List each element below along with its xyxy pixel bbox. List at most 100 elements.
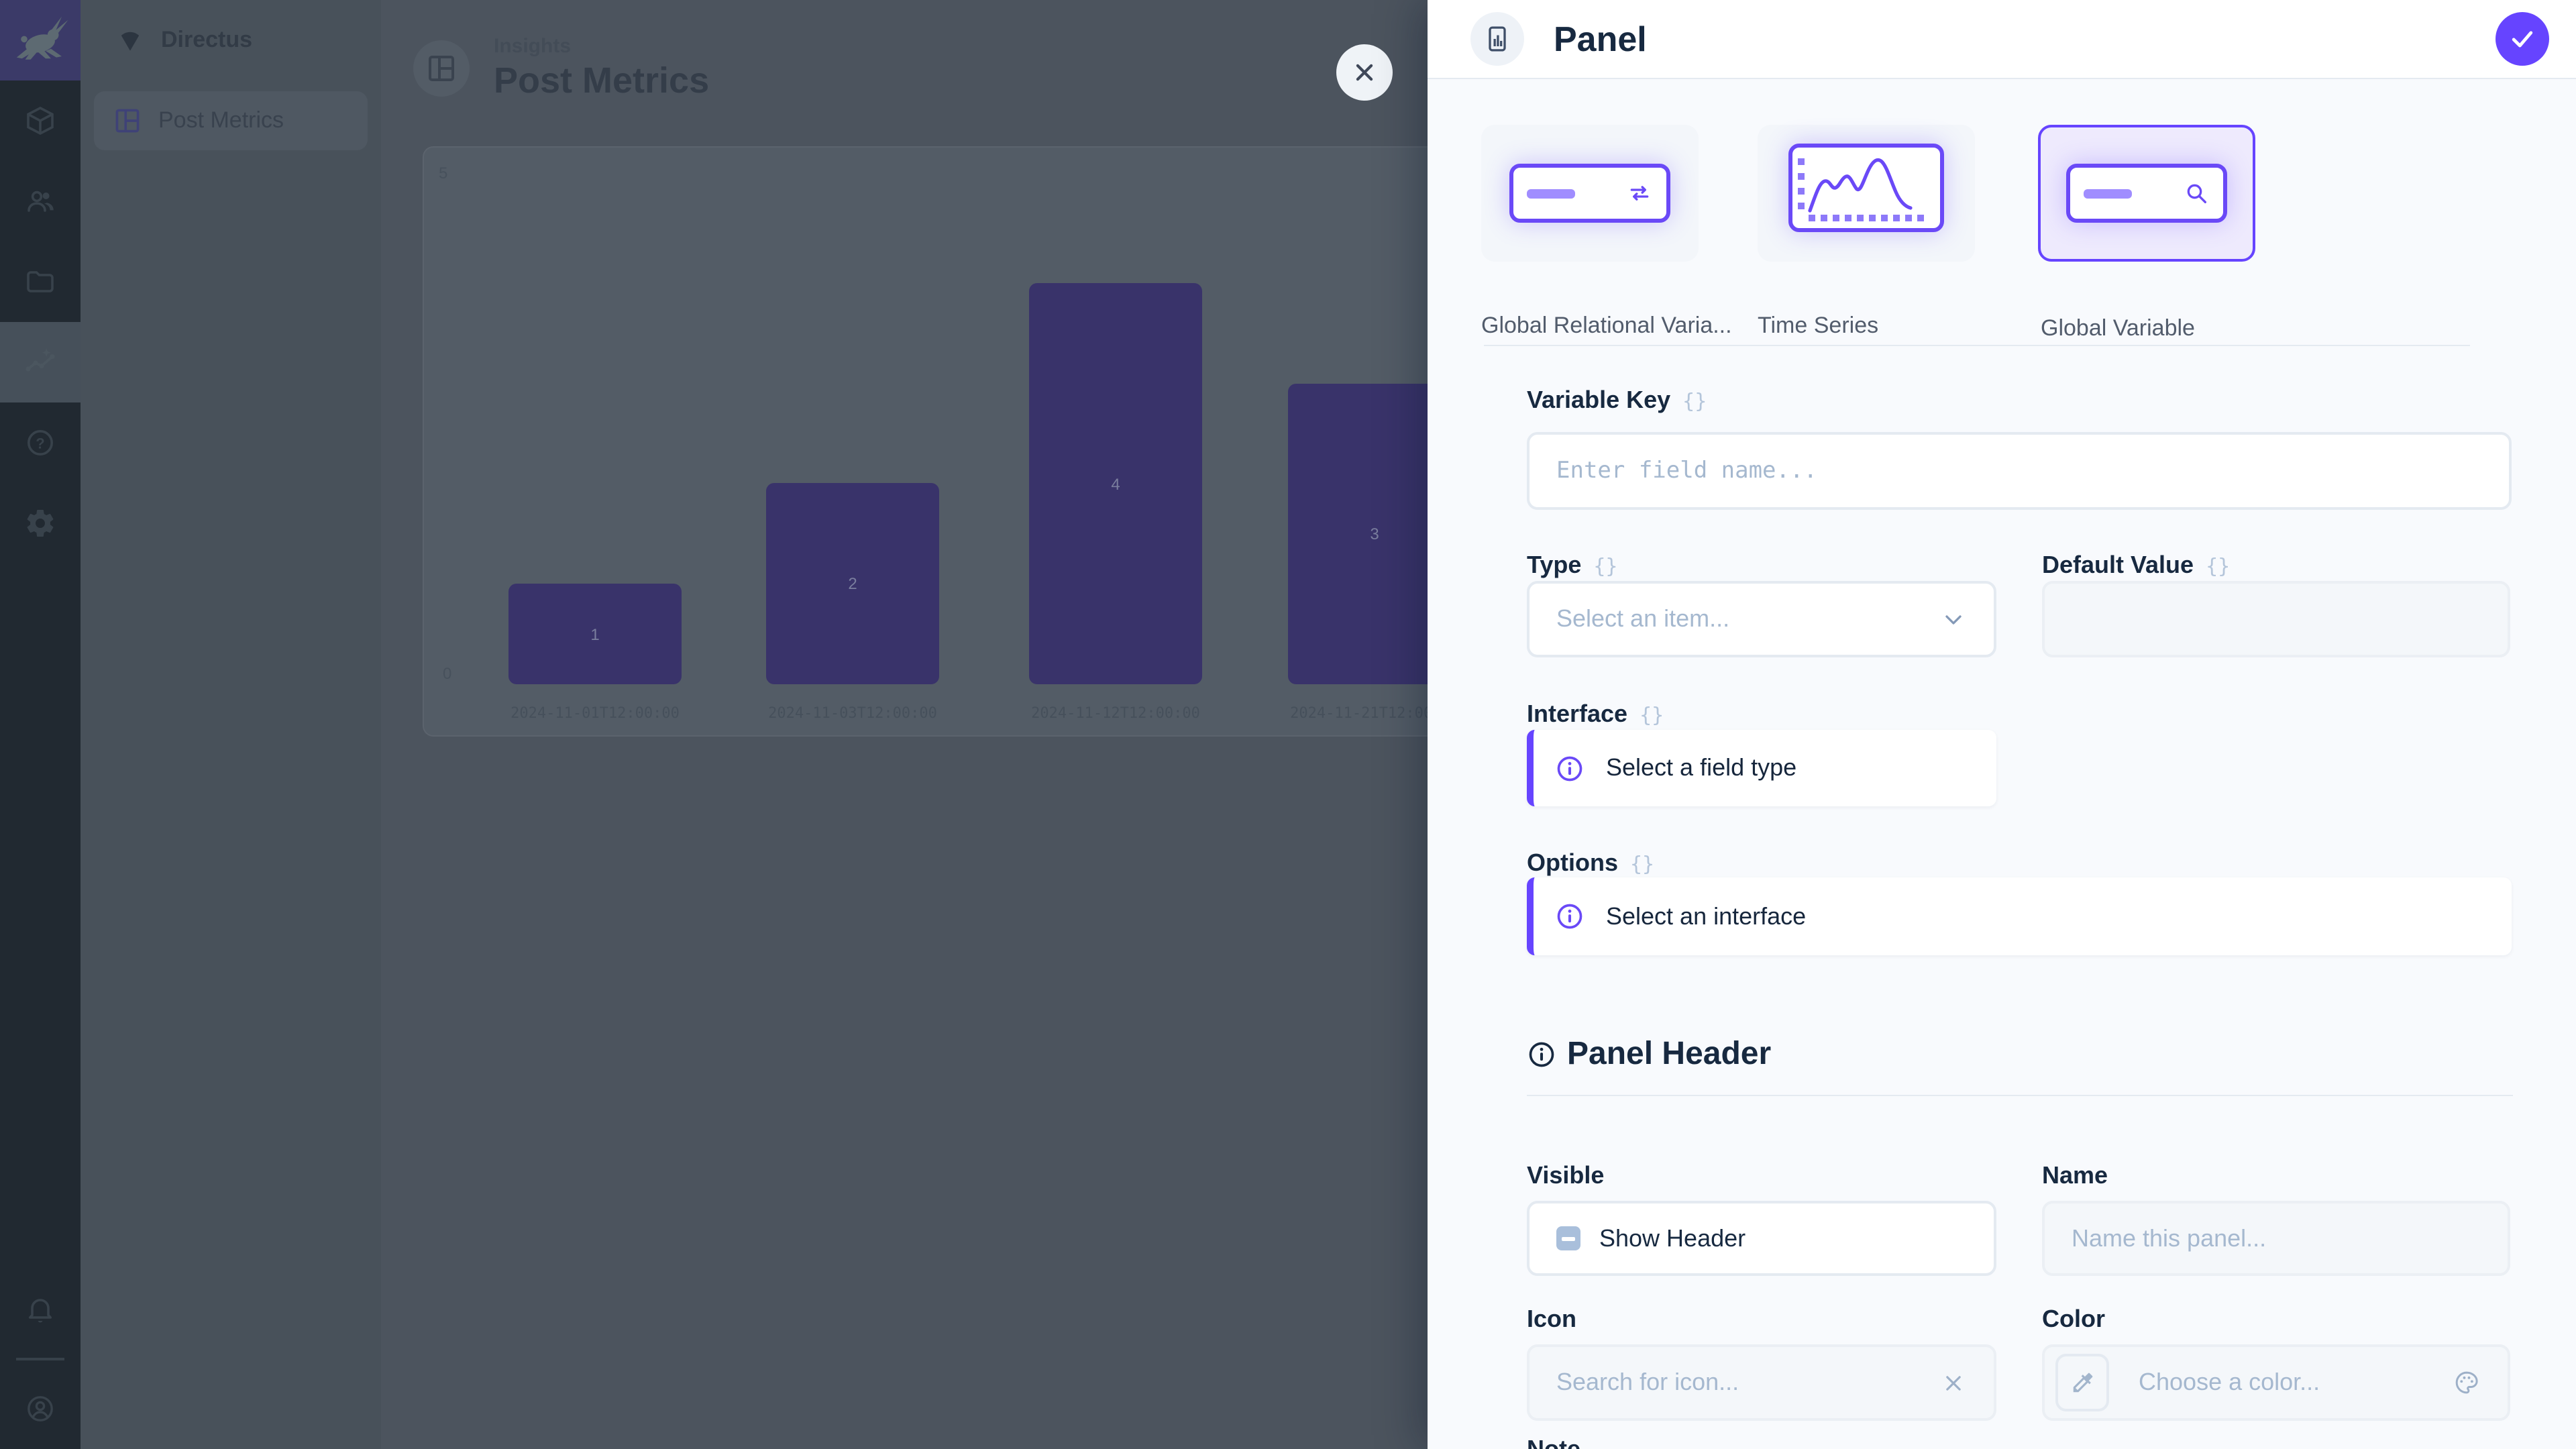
svg-text:?: ? bbox=[36, 435, 44, 451]
type-select[interactable]: Select an item... bbox=[1527, 581, 1996, 657]
drawer-body: Global Relational Varia... bbox=[1428, 80, 2576, 1449]
notifications-button[interactable] bbox=[0, 1269, 80, 1350]
panel-name-placeholder: Name this panel... bbox=[2072, 1224, 2267, 1251]
module-settings[interactable] bbox=[0, 483, 80, 564]
module-bar: ? bbox=[0, 0, 80, 1449]
palette-icon[interactable] bbox=[2453, 1368, 2481, 1397]
directus-rabbit-icon bbox=[16, 16, 68, 60]
drawer-header: Panel bbox=[1428, 0, 2576, 79]
sidebar-item-label: Post Metrics bbox=[158, 107, 284, 133]
close-icon bbox=[1356, 64, 1373, 81]
page-title: Post Metrics bbox=[494, 60, 710, 101]
variable-key-input[interactable]: Enter field name... bbox=[1527, 432, 2512, 510]
clear-icon[interactable] bbox=[1940, 1369, 1967, 1396]
page-titles: Insights Post Metrics bbox=[494, 35, 709, 102]
raw-value-icon[interactable]: {} bbox=[1640, 703, 1664, 727]
close-drawer-button[interactable] bbox=[1336, 44, 1393, 101]
project-chooser[interactable]: Directus bbox=[80, 0, 381, 80]
section-divider bbox=[1484, 345, 2470, 346]
drawer-header-icon-wrap bbox=[1470, 12, 1524, 66]
panel-chart-icon bbox=[1489, 26, 1506, 52]
insights-icon bbox=[25, 348, 55, 372]
value-bar-glyph bbox=[2084, 189, 2132, 198]
avatar-icon bbox=[28, 1396, 53, 1421]
panel-type-time-series[interactable]: Time Series bbox=[1758, 125, 1975, 338]
show-header-checkbox[interactable] bbox=[1556, 1226, 1580, 1250]
panel-card-bar-chart: 5 0 1 2024-11-01T12:00:00 2 2024-11-03T12:0… bbox=[423, 146, 1516, 737]
time-series-illustration bbox=[1788, 144, 1944, 232]
module-files[interactable] bbox=[0, 241, 80, 322]
drawer-title: Panel bbox=[1554, 19, 1647, 59]
info-icon bbox=[1557, 755, 1582, 781]
panel-drawer: Panel Global Relational Varia... bbox=[1428, 0, 2576, 1449]
help-icon: ? bbox=[27, 429, 54, 456]
chevron-down-icon bbox=[1945, 614, 1962, 624]
eyedropper-button[interactable] bbox=[2055, 1354, 2109, 1411]
options-label: Options{} bbox=[1527, 849, 1655, 876]
default-value-label: Default Value{} bbox=[2042, 551, 2231, 578]
panel-type-global-relational-variable[interactable]: Global Relational Varia... bbox=[1481, 125, 1732, 338]
user-menu-button[interactable] bbox=[0, 1368, 80, 1449]
box-icon bbox=[27, 106, 54, 136]
info-icon bbox=[1529, 1042, 1554, 1067]
default-value-input[interactable] bbox=[2042, 581, 2510, 657]
interface-label: Interface{} bbox=[1527, 700, 1664, 727]
swap-horizontal-icon bbox=[1630, 186, 1649, 201]
x-axis-tick-label: 2024-11-03T12:00:00 bbox=[768, 704, 937, 722]
icon-search-input[interactable]: Search for icon... bbox=[1527, 1344, 1996, 1421]
people-icon bbox=[28, 191, 54, 212]
module-users[interactable] bbox=[0, 161, 80, 241]
field-search-illustration bbox=[2066, 164, 2227, 223]
sidebar-item-post-metrics[interactable]: Post Metrics bbox=[94, 91, 368, 150]
x-axis-tick-label: 2024-11-12T12:00:00 bbox=[1031, 704, 1200, 722]
folder-icon bbox=[27, 271, 54, 292]
module-bar-bottom bbox=[0, 1269, 80, 1449]
bar-value-label: 2 bbox=[848, 574, 857, 593]
raw-value-icon[interactable]: {} bbox=[1682, 389, 1707, 413]
variable-key-placeholder: Enter field name... bbox=[1556, 458, 1817, 484]
raw-value-icon[interactable]: {} bbox=[2206, 554, 2231, 578]
module-insights[interactable] bbox=[0, 322, 80, 402]
settings-icon bbox=[27, 510, 54, 537]
color-input[interactable]: Choose a color... bbox=[2042, 1344, 2510, 1421]
project-name: Directus bbox=[161, 27, 253, 52]
panel-type-label: Global Variable bbox=[2041, 315, 2195, 341]
y-axis-tick-min: 0 bbox=[443, 664, 452, 683]
search-icon bbox=[2187, 184, 2206, 203]
show-header-checkbox-row[interactable]: Show Header bbox=[1527, 1201, 1996, 1276]
field-swap-illustration bbox=[1509, 164, 1670, 223]
panel-header-section-title: Panel Header bbox=[1527, 1036, 1771, 1073]
chart-bar[interactable]: 4 bbox=[1029, 283, 1202, 684]
type-select-placeholder: Select an item... bbox=[1556, 605, 1730, 632]
page-header: Insights Post Metrics bbox=[413, 35, 709, 102]
notifications-icon bbox=[29, 1299, 52, 1323]
dashboard-header-button[interactable] bbox=[413, 40, 470, 97]
navigation-sidebar: Directus Post Metrics bbox=[80, 0, 381, 1449]
panel-type-global-variable[interactable]: Global Variable bbox=[2038, 125, 2255, 341]
note-label: Note bbox=[1527, 1436, 1580, 1449]
chart-bar[interactable]: 1 bbox=[508, 584, 682, 684]
name-label: Name bbox=[2042, 1162, 2108, 1189]
module-help[interactable]: ? bbox=[0, 402, 80, 483]
save-panel-button[interactable] bbox=[2496, 12, 2549, 66]
panel-name-input[interactable]: Name this panel... bbox=[2042, 1201, 2510, 1276]
options-notice: Select an interface bbox=[1527, 877, 2512, 955]
raw-value-icon[interactable]: {} bbox=[1593, 554, 1618, 578]
value-bar-glyph bbox=[1527, 189, 1575, 198]
options-notice-text: Select an interface bbox=[1606, 902, 1807, 929]
variable-key-label: Variable Key{} bbox=[1527, 386, 1707, 413]
module-content[interactable] bbox=[0, 80, 80, 161]
chart-bar[interactable]: 2 bbox=[766, 483, 939, 684]
color-label: Color bbox=[2042, 1305, 2105, 1332]
icon-search-placeholder: Search for icon... bbox=[1556, 1368, 1739, 1395]
section-divider bbox=[1527, 1095, 2513, 1096]
icon-label: Icon bbox=[1527, 1305, 1577, 1332]
interface-notice: Select a field type bbox=[1527, 730, 1996, 806]
panel-header-section-text: Panel Header bbox=[1567, 1036, 1772, 1072]
eyedropper-icon bbox=[2072, 1373, 2092, 1393]
raw-value-icon[interactable]: {} bbox=[1630, 852, 1655, 876]
directus-logo-button[interactable] bbox=[0, 0, 80, 80]
visible-label: Visible bbox=[1527, 1162, 1605, 1189]
y-axis-tick-max: 5 bbox=[439, 164, 448, 182]
type-label: Type{} bbox=[1527, 551, 1618, 578]
